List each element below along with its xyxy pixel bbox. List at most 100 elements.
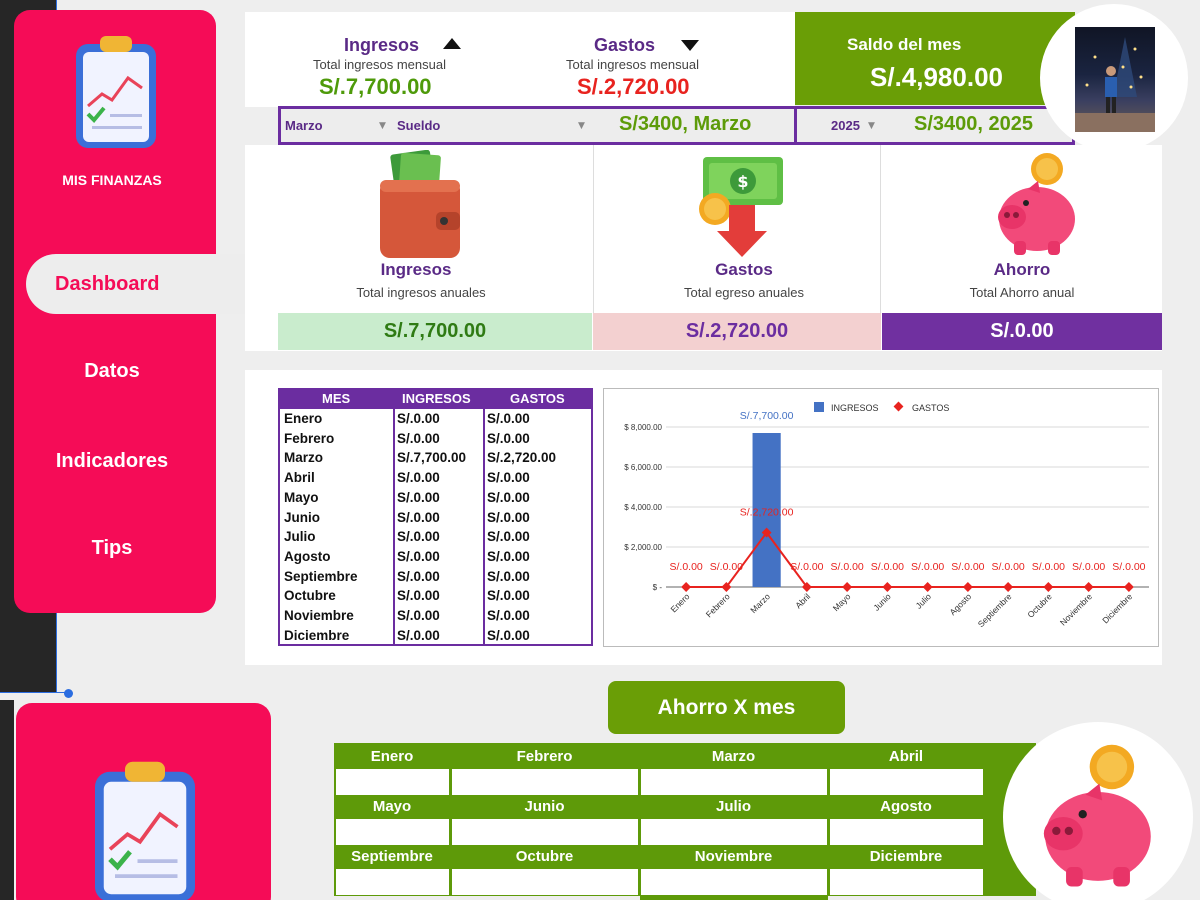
y-tick-label: $ 6,000.00 bbox=[624, 463, 662, 472]
filter-bar bbox=[278, 106, 1075, 145]
ahorro-month-label: Junio bbox=[524, 798, 565, 815]
table-cell-gastos: S/.0.00 bbox=[487, 470, 530, 486]
table-cell-gastos: S/.0.00 bbox=[487, 489, 530, 505]
ahorro-month-input[interactable] bbox=[641, 819, 827, 845]
sidebar-copy bbox=[16, 703, 271, 900]
table-cell-month: Mayo bbox=[284, 489, 319, 505]
table-cell-gastos: S/.0.00 bbox=[487, 627, 530, 643]
x-tick-label: Abril bbox=[793, 591, 812, 610]
line-data-label: S/.0.00 bbox=[911, 561, 944, 573]
ahorro-x-mes-button[interactable]: Ahorro X mes bbox=[608, 681, 845, 734]
legend-gastos-label: GASTOS bbox=[912, 403, 949, 413]
table-cell-ingresos: S/.0.00 bbox=[397, 411, 440, 426]
bar-data-label: S/.7,700.00 bbox=[740, 410, 794, 422]
ahorro-month-grid: Enero Febrero Marzo Abril Mayo Junio Julio Agos… bbox=[334, 743, 1036, 896]
card-ingresos-title: Ingresos bbox=[380, 260, 452, 279]
piggy-frame bbox=[1003, 722, 1193, 900]
table-cell-ingresos: S/.0.00 bbox=[397, 489, 440, 505]
ahorro-month-label: Julio bbox=[715, 798, 751, 815]
table-cell-month: Noviembre bbox=[284, 608, 354, 623]
line-data-label: S/.0.00 bbox=[1112, 561, 1145, 573]
ahorro-month-input[interactable] bbox=[452, 869, 638, 895]
filter-divider bbox=[794, 106, 797, 145]
category-dropdown-icon[interactable]: ▼ bbox=[578, 121, 585, 131]
y-tick-label: $ 2,000.00 bbox=[624, 543, 662, 552]
card-gastos-title: Gastos bbox=[715, 260, 773, 279]
marker-gastos bbox=[1123, 582, 1134, 592]
wallet-icon bbox=[378, 149, 464, 260]
ahorro-month-input[interactable] bbox=[336, 819, 449, 845]
chart-canvas: $ - $ 2,000.00 $ 4,000.00 $ 6,000.00 $ 8,000… bbox=[624, 401, 1149, 629]
ahorro-month-input[interactable] bbox=[452, 769, 638, 795]
monthly-table: MES INGRESOS GASTOS Enero S/.0.00 S/.0.00 F… bbox=[278, 388, 593, 646]
ahorro-month-input[interactable] bbox=[641, 869, 827, 895]
category-total: S/3400, Marzo bbox=[619, 113, 752, 135]
svg-text:$: $ bbox=[737, 172, 748, 191]
marker-gastos bbox=[721, 582, 732, 592]
bar-ingresos bbox=[752, 433, 781, 587]
x-tick-label: Mayo bbox=[831, 591, 853, 613]
gastos-subtitle: Total ingresos mensual bbox=[566, 57, 699, 72]
marker-gastos bbox=[801, 582, 812, 592]
income-expense-chart: $ - $ 2,000.00 $ 4,000.00 $ 6,000.00 $ 8,000… bbox=[603, 388, 1159, 647]
gastos-title: Gastos bbox=[594, 35, 656, 55]
marker-gastos bbox=[922, 582, 933, 592]
x-tick-label: Agosto bbox=[948, 591, 974, 617]
nav-dashboard[interactable]: Dashboard bbox=[26, 254, 254, 314]
marker-gastos bbox=[1083, 582, 1094, 592]
selection-handle[interactable] bbox=[64, 689, 73, 698]
marker-gastos bbox=[681, 582, 692, 592]
table-cell-gastos: S/.2,720.00 bbox=[487, 450, 557, 466]
ahorro-month-label: Enero bbox=[370, 748, 414, 765]
ahorro-month-label: Diciembre bbox=[869, 848, 943, 865]
marker-gastos bbox=[882, 582, 893, 592]
line-data-label: S/.0.00 bbox=[871, 561, 904, 573]
ahorro-month-label: Mayo bbox=[372, 798, 412, 815]
month-dropdown-icon[interactable]: ▼ bbox=[379, 121, 386, 131]
nav-indicadores[interactable]: Indicadores bbox=[55, 450, 169, 472]
card-ahorro-subtitle: Total Ahorro anual bbox=[969, 285, 1075, 300]
avatar[interactable] bbox=[1075, 27, 1155, 132]
ahorro-month-label: Marzo bbox=[711, 748, 756, 765]
card-gastos-value: S/.2,720.00 bbox=[593, 313, 881, 350]
table-cell-ingresos: S/.0.00 bbox=[397, 627, 440, 643]
x-tick-label: Septiembre bbox=[976, 591, 1014, 629]
x-tick-label: Marzo bbox=[748, 591, 772, 615]
year-dropdown-icon[interactable]: ▼ bbox=[868, 121, 875, 131]
table-cell-ingresos: S/.0.00 bbox=[397, 529, 440, 545]
ahorro-month-input[interactable] bbox=[830, 869, 983, 895]
table-cell-gastos: S/.0.00 bbox=[487, 568, 530, 584]
year-select[interactable]: 2025 bbox=[831, 118, 860, 133]
ahorro-month-input[interactable] bbox=[830, 819, 983, 845]
ahorro-month-input[interactable] bbox=[452, 819, 638, 845]
card-gastos: $ Gastos Total egreso anuales S/.2,720.0… bbox=[593, 145, 881, 350]
col-ingresos: INGRESOS bbox=[402, 391, 471, 406]
marker-gastos bbox=[1003, 582, 1014, 592]
table-cell-gastos: S/.0.00 bbox=[487, 548, 530, 564]
nav-datos[interactable]: Datos bbox=[84, 360, 140, 382]
card-ingresos: Ingresos Total ingresos anuales S/.7,700… bbox=[278, 145, 592, 350]
nav-tips[interactable]: Tips bbox=[91, 537, 133, 559]
ahorro-month-label: Octubre bbox=[515, 848, 574, 865]
ahorro-month-input[interactable] bbox=[830, 769, 983, 795]
piggy-bank-icon bbox=[992, 151, 1082, 259]
line-data-label: S/.0.00 bbox=[669, 561, 702, 573]
table-header: MES INGRESOS GASTOS bbox=[280, 390, 591, 409]
ahorro-month-input[interactable] bbox=[336, 869, 449, 895]
saldo-value: S/.4,980.00 bbox=[870, 62, 1003, 92]
table-cell-ingresos: S/.0.00 bbox=[397, 430, 440, 446]
triangle-down-icon bbox=[681, 40, 699, 51]
category-select[interactable]: Sueldo bbox=[397, 118, 441, 133]
ahorro-month-label: Noviembre bbox=[694, 848, 773, 865]
ahorro-month-input[interactable] bbox=[336, 769, 449, 795]
piggy-bank-icon bbox=[1035, 742, 1161, 892]
table-cell-gastos: S/.0.00 bbox=[487, 608, 530, 623]
month-select[interactable]: Marzo bbox=[285, 118, 323, 133]
x-tick-label: Febrero bbox=[704, 591, 732, 619]
table-cell-gastos: S/.0.00 bbox=[487, 509, 530, 525]
col-mes: MES bbox=[322, 391, 351, 406]
year-total: S/3400, 2025 bbox=[914, 113, 1033, 135]
marker-gastos bbox=[842, 582, 853, 592]
ahorro-month-input[interactable] bbox=[641, 769, 827, 795]
table-cell-ingresos: S/.0.00 bbox=[397, 608, 440, 623]
